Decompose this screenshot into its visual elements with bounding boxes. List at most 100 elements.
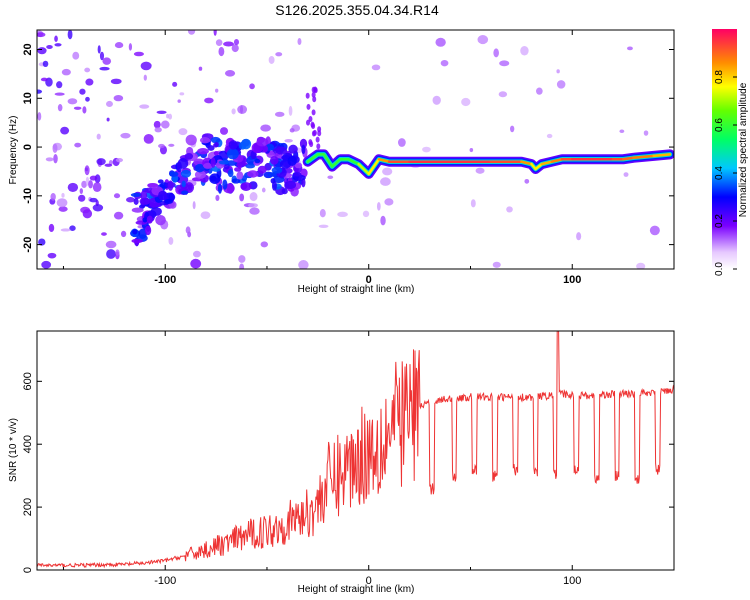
spectrogram-noise-blob — [168, 143, 175, 147]
spectrogram-energy-blob — [180, 169, 192, 178]
spectrogram-noise-blob — [223, 41, 234, 47]
spectrogram-noise-blob — [82, 106, 87, 114]
spectrogram-noise-blob — [249, 207, 260, 215]
spectrogram-noise-blob — [50, 192, 56, 201]
spectrogram-ridge-core — [550, 158, 564, 163]
spectrogram-energy-blob — [210, 157, 216, 168]
spectrogram-energy-blob — [262, 145, 269, 153]
spectrogram-noise-blob — [627, 46, 633, 51]
spectrogram-energy-blob — [155, 214, 166, 226]
spectrogram-energy-blob — [164, 199, 174, 204]
spectrogram-noise-blob — [380, 215, 386, 226]
spectrogram-noise-blob — [284, 138, 293, 143]
spectrogram-x-tick-label: 0 — [366, 274, 372, 286]
snr-marks — [37, 331, 674, 569]
spectrogram-noise-blob — [192, 201, 196, 210]
spectrogram-noise-blob — [376, 202, 381, 211]
spectrogram-noise-blob — [85, 96, 90, 102]
spectrogram-energy-blob — [245, 163, 256, 169]
spectrogram-noise-blob — [649, 225, 660, 236]
spectrogram-noise-blob — [470, 199, 476, 208]
spectrogram-noise-blob — [260, 241, 269, 248]
spectrogram-energy-blob — [269, 156, 279, 165]
spectrogram-energy-blob — [218, 160, 230, 165]
spectrogram-energy-blob — [227, 169, 234, 178]
spectrogram-noise-blob — [85, 78, 94, 86]
spectrogram-noise-blob — [60, 228, 71, 232]
spectrogram-noise-blob — [61, 193, 65, 198]
spectrogram-noise-blob — [73, 106, 82, 110]
snr-panel: -100 0 100 0 200 400 600 Height of straight l… — [8, 330, 675, 595]
spectrogram-noise-blob — [67, 182, 79, 192]
spectrogram-frame — [36, 29, 675, 270]
chart-title: S126.2025.355.04.34.R14 — [275, 2, 439, 18]
spectrogram-energy-blob — [317, 126, 322, 133]
spectrogram-energy-blob — [142, 217, 148, 223]
spectrogram-noise-blob — [297, 38, 302, 46]
spectrogram-noise-blob — [67, 30, 73, 40]
spectrogram-y-tick-label: 0 — [22, 144, 34, 150]
spectrogram-energy-blob — [146, 215, 153, 224]
spectrogram-y-ticks: -20 -10 0 10 20 — [22, 43, 674, 253]
spectrogram-energy-blob — [305, 92, 310, 99]
spectrogram-noise-blob — [187, 30, 196, 35]
spectrogram-noise-blob — [78, 194, 86, 202]
spectrogram-noise-blob — [113, 193, 121, 199]
spectrogram-noise-blob — [48, 223, 55, 233]
spectrogram-noise-blob — [274, 111, 285, 117]
spectrogram-noise-blob — [72, 51, 80, 60]
spectrogram-noise-blob — [200, 211, 211, 219]
colorbar-tick-label: 0.0 — [714, 262, 725, 276]
spectrogram-energy-blob — [234, 167, 242, 172]
spectrogram-noise-blob — [636, 262, 646, 269]
spectrogram-x-tick-label: -100 — [154, 274, 176, 286]
spectrogram-ridge-core — [534, 162, 543, 171]
spectrogram-noise-blob — [168, 236, 174, 245]
spectrogram-noise-blob — [45, 157, 54, 162]
spectrogram-noise-blob — [106, 117, 110, 122]
spectrogram-energy-blob — [199, 137, 211, 144]
spectrogram-noise-blob — [238, 255, 246, 263]
spectrogram-noise-blob — [106, 249, 116, 259]
spectrogram-noise-blob — [298, 260, 309, 269]
spectrogram-noise-blob — [37, 89, 43, 94]
spectrogram-energy-blob — [228, 140, 238, 150]
spectrogram-noise-blob — [79, 188, 84, 194]
spectrogram-noise-blob — [249, 192, 258, 202]
spectrogram-energy-blob — [207, 145, 215, 151]
spectrogram-noise-blob — [84, 67, 91, 73]
spectrogram-noise-blob — [619, 129, 625, 134]
snr-x-tick-label: 0 — [366, 575, 372, 587]
spectrogram-noise-blob — [204, 97, 214, 104]
spectrogram-noise-blob — [140, 61, 152, 71]
spectrogram-noise-blob — [89, 197, 98, 203]
spectrogram-energy-blob — [169, 171, 179, 177]
spectrogram-noise-blob — [239, 263, 245, 269]
spectrogram-energy-blob — [308, 139, 313, 146]
spectrogram-noise-blob — [143, 133, 154, 144]
spectrogram-noise-blob — [268, 55, 275, 64]
spectrogram-noise-blob — [110, 78, 122, 85]
spectrogram-noise-blob — [224, 69, 236, 77]
spectrogram-noise-blob — [461, 97, 471, 107]
spectrogram-x-tick-label: 100 — [563, 274, 581, 286]
spectrogram-energy-blob — [194, 170, 207, 179]
snr-x-ticks: -100 0 100 — [62, 331, 675, 587]
spectrogram-noise-blob — [536, 87, 543, 95]
spectrogram-noise-blob — [56, 81, 63, 89]
spectrogram-noise-blob — [215, 194, 220, 202]
spectrogram-noise-blob — [80, 206, 91, 214]
spectrogram-noise-blob — [556, 80, 566, 89]
spectrogram-energy-blob — [193, 158, 205, 166]
spectrogram-noise-blob — [97, 45, 101, 54]
spectrogram-energy-blob — [197, 148, 209, 155]
spectrogram-noise-blob — [92, 182, 102, 193]
spectrogram-noise-blob — [88, 180, 93, 189]
spectrogram-noise-blob — [120, 132, 131, 139]
spectrogram-energy-blob — [217, 183, 223, 194]
spectrogram-noise-blob — [53, 153, 58, 164]
spectrogram-noise-blob — [213, 30, 217, 36]
spectrogram-noise-blob — [506, 206, 513, 213]
spectrogram-noise-blob — [362, 210, 370, 218]
